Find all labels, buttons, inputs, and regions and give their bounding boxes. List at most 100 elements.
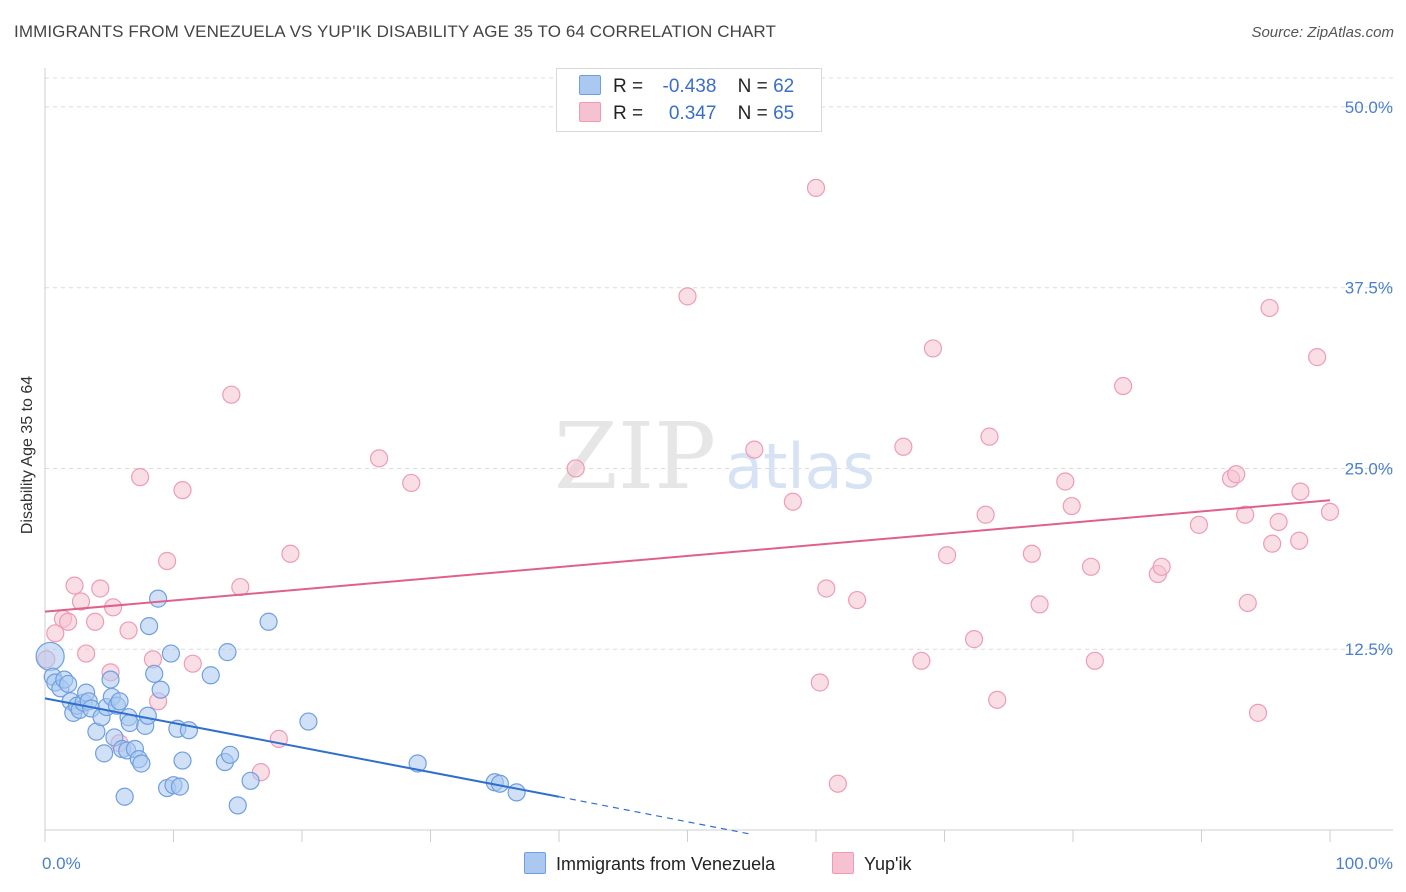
yupik-point [1290, 531, 1309, 550]
yupik-point [1056, 472, 1075, 491]
yupik-point [1030, 595, 1049, 614]
x-tick-labels: 0.0% 100.0% [42, 854, 1393, 873]
venezuela-point [148, 589, 168, 608]
legend-r-value: -0.438 [662, 76, 717, 97]
legend-row-venezuela: R = -0.438 N = 62 [579, 75, 794, 99]
yupik-point [59, 612, 78, 631]
bottom-legend-yupik: Yup'ik [832, 852, 911, 875]
yupik-point [281, 544, 300, 563]
yupik-point [1308, 348, 1327, 367]
bottom-legend-label: Yup'ik [864, 854, 912, 874]
venezuela-point [139, 616, 159, 636]
legend-r-label: R = [613, 76, 644, 97]
y-tick-label: 37.5% [1345, 279, 1393, 298]
yupik-point [130, 468, 150, 487]
venezuela-point [170, 777, 190, 796]
yupik-point [157, 551, 177, 571]
venezuela-point [173, 751, 192, 770]
venezuela-point [259, 612, 278, 631]
legend-n-value: 65 [773, 103, 795, 124]
y-tick-label: 25.0% [1345, 459, 1393, 478]
yupik-point [980, 427, 999, 446]
yupik-point [1062, 496, 1081, 516]
yupik-point [1022, 544, 1041, 563]
yupik-point [828, 774, 847, 793]
yupik-point [1260, 298, 1279, 318]
yupik-point [1320, 502, 1340, 521]
gridlines [45, 77, 1393, 650]
chart-title: IMMIGRANTS FROM VENEZUELA VS YUP'IK DISA… [14, 22, 776, 41]
yupik-point [86, 612, 105, 631]
yupik-point [976, 505, 995, 524]
venezuela-point [95, 744, 114, 763]
venezuela-points [35, 589, 526, 815]
yupik-point [912, 651, 931, 670]
yupik-point [91, 579, 110, 598]
yupik-point [783, 492, 802, 511]
legend-n-label: N = [737, 76, 768, 97]
yupik-point [77, 644, 96, 663]
yupik-point [119, 621, 138, 640]
venezuela-point [507, 783, 526, 802]
yupik-point [104, 598, 123, 617]
bottom-legend-label: Immigrants from Venezuela [556, 854, 776, 874]
venezuela-point [120, 713, 139, 733]
yupik-point [678, 287, 697, 306]
yupik-point [1152, 557, 1171, 576]
venezuela-point [110, 692, 129, 711]
legend-swatch-pink [579, 102, 601, 122]
yupik-point [810, 673, 829, 692]
bottom-swatch-blue [524, 852, 546, 874]
venezuela-trend-line [44, 697, 560, 798]
yupik-point [566, 459, 585, 478]
legend-n-value: 62 [773, 76, 795, 97]
venezuela-point [35, 641, 65, 672]
venezuela-trend-extension [558, 796, 752, 835]
venezuela-point [101, 670, 120, 689]
venezuela-point [241, 771, 260, 790]
venezuela-point [220, 745, 240, 764]
yupik-point [1236, 505, 1255, 524]
yupik-trend-line [44, 499, 1331, 613]
bottom-swatch-pink [832, 852, 854, 874]
yupik-point [231, 577, 250, 597]
yupik-point [1248, 703, 1268, 722]
axes [44, 68, 1393, 842]
yupik-point [1081, 557, 1101, 576]
yupik-point [848, 590, 867, 610]
venezuela-point [408, 754, 427, 773]
yupik-point [1291, 482, 1310, 501]
y-tick-labels: 12.5% 25.0% 37.5% 50.0% [1345, 98, 1393, 659]
watermark-atlas: atlas [725, 430, 875, 503]
yupik-point [937, 546, 957, 565]
yupik-point [173, 481, 192, 500]
yupik-point [1238, 593, 1257, 613]
yupik-point [183, 654, 202, 673]
y-tick-label: 12.5% [1345, 640, 1393, 659]
yupik-point [923, 339, 943, 358]
x-tick-label: 100.0% [1335, 854, 1393, 873]
venezuela-point [161, 644, 181, 663]
yupik-point [894, 437, 913, 456]
bottom-legend-venezuela: Immigrants from Venezuela [524, 852, 775, 875]
yupik-point [1227, 465, 1246, 484]
source-label: Source: ZipAtlas.com [1251, 24, 1394, 41]
legend-swatch-blue [579, 75, 601, 95]
yupik-point [370, 449, 389, 468]
venezuela-point [115, 787, 134, 806]
trend-lines [44, 499, 1331, 835]
venezuela-point [59, 674, 78, 694]
venezuela-point [201, 666, 220, 685]
venezuela-point [145, 664, 164, 683]
venezuela-point [132, 754, 151, 773]
yupik-point [222, 385, 241, 404]
yupik-point [1263, 534, 1282, 553]
yupik-point [1085, 651, 1104, 670]
yupik-point [71, 592, 91, 611]
legend-r-label: R = [613, 103, 644, 124]
x-tick-label: 0.0% [42, 854, 81, 873]
venezuela-point [228, 796, 247, 815]
yupik-point [817, 579, 836, 598]
yupik-point [1269, 512, 1288, 532]
